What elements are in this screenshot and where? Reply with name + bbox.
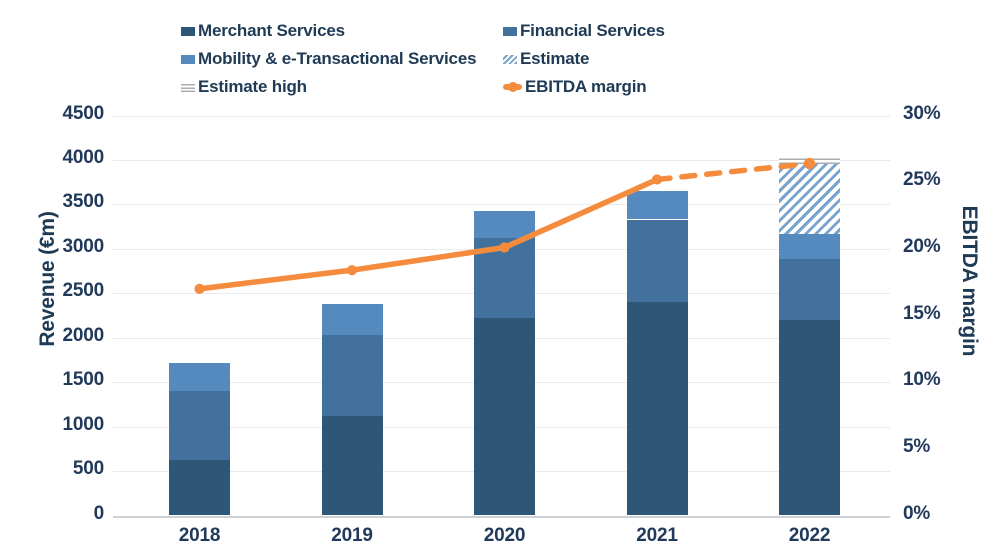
y-axis-tick-label-right: 15% xyxy=(903,302,941,324)
x-axis-label-2022: 2022 xyxy=(788,524,831,546)
y-axis-tick-label-left: 500 xyxy=(72,458,104,480)
bar-segment-estimate-2022 xyxy=(779,164,840,234)
y-axis-tick-label-left: 4500 xyxy=(62,102,105,124)
y-axis-tick-label-left: 3500 xyxy=(62,191,105,213)
y-axis-tick-label-right: 20% xyxy=(903,235,941,257)
legend-label: Estimate high xyxy=(198,77,307,96)
legend-item-mobility-e-transactional-services: Mobility & e-Transactional Services xyxy=(181,49,477,69)
legend-item-merchant-services: Merchant Services xyxy=(181,21,345,41)
ebitda-marker-2021 xyxy=(651,174,663,185)
legend-item-estimate: Estimate xyxy=(503,49,589,69)
bar-segment-financial-services-2021 xyxy=(626,219,688,303)
gridline xyxy=(113,115,890,117)
y-axis-tick-label-left: 0 xyxy=(93,502,105,524)
bar-segment-merchant-services-2018 xyxy=(169,460,230,516)
bar-segment-merchant-services-2021 xyxy=(626,302,688,516)
legend-item-financial-services: Financial Services xyxy=(503,21,665,41)
y-axis-tick-label-right: 30% xyxy=(903,102,941,124)
legend-line-marker-dot xyxy=(508,82,518,92)
bar-segment-mobility-e-transactional-services-2021 xyxy=(626,190,688,220)
x-axis-line xyxy=(113,515,890,518)
y-axis-tick-label-left: 4000 xyxy=(62,146,105,168)
bar-segment-merchant-services-2022 xyxy=(779,320,840,516)
gridline xyxy=(113,204,890,206)
bar-segment-mobility-e-transactional-services-2020 xyxy=(474,210,535,239)
y-axis-tick-label-left: 2500 xyxy=(62,280,105,302)
bar-segment-mobility-e-transactional-services-2019 xyxy=(321,303,383,335)
bar-segment-mobility-e-transactional-services-2018 xyxy=(169,362,230,392)
x-axis-label-2021: 2021 xyxy=(636,524,678,546)
legend-label: Mobility & e-Transactional Services xyxy=(198,49,477,68)
bar-segment-merchant-services-2020 xyxy=(474,318,535,516)
y-axis-tick-label-right: 5% xyxy=(903,435,931,457)
legend-swatch-merchant-services xyxy=(181,26,195,36)
legend-swatch-estimate xyxy=(503,54,517,64)
legend-swatch-estimate-high xyxy=(181,82,195,92)
ebitda-line-solid xyxy=(196,176,660,292)
legend-label: Estimate xyxy=(520,49,590,68)
bar-segment-financial-services-2022 xyxy=(779,258,840,321)
legend-item-estimate-high: Estimate high xyxy=(181,77,307,97)
bar-segment-merchant-services-2019 xyxy=(321,416,383,516)
y-axis-tick-label-left: 1500 xyxy=(62,369,105,391)
legend-item-ebitda-margin: EBITDA margin xyxy=(503,77,647,97)
y-axis-tick-label-left: 2000 xyxy=(62,324,105,346)
legend-swatch-financial-services xyxy=(503,26,517,36)
y-axis-title-right: EBITDA margin xyxy=(958,205,981,357)
bar-segment-mobility-e-transactional-services-2022 xyxy=(779,233,840,259)
x-axis-label-2018: 2018 xyxy=(178,524,221,546)
bar-segment-estimate-high-2022 xyxy=(779,157,840,165)
y-axis-tick-label-left: 3000 xyxy=(62,235,105,257)
y-axis-tick-label-right: 10% xyxy=(903,369,941,391)
y-axis-tick-label-left: 1000 xyxy=(62,413,105,435)
legend-label: EBITDA margin xyxy=(525,77,647,96)
bar-segment-financial-services-2018 xyxy=(169,391,230,461)
y-axis-tick-label-right: 25% xyxy=(903,169,941,191)
x-axis-label-2019: 2019 xyxy=(331,524,373,546)
ebitda-marker-2019 xyxy=(346,265,358,276)
x-axis-label-2020: 2020 xyxy=(483,524,526,546)
legend-label: Financial Services xyxy=(520,21,665,40)
gridline xyxy=(113,159,890,161)
legend-swatch-mobility-e-transactional-services xyxy=(181,54,195,64)
y-axis-tick-label-right: 0% xyxy=(903,502,931,524)
bar-segment-financial-services-2020 xyxy=(474,238,535,319)
legend-swatch-ebitda-margin xyxy=(503,82,522,92)
bar-segment-financial-services-2019 xyxy=(321,334,383,417)
legend-label: Merchant Services xyxy=(198,21,345,40)
